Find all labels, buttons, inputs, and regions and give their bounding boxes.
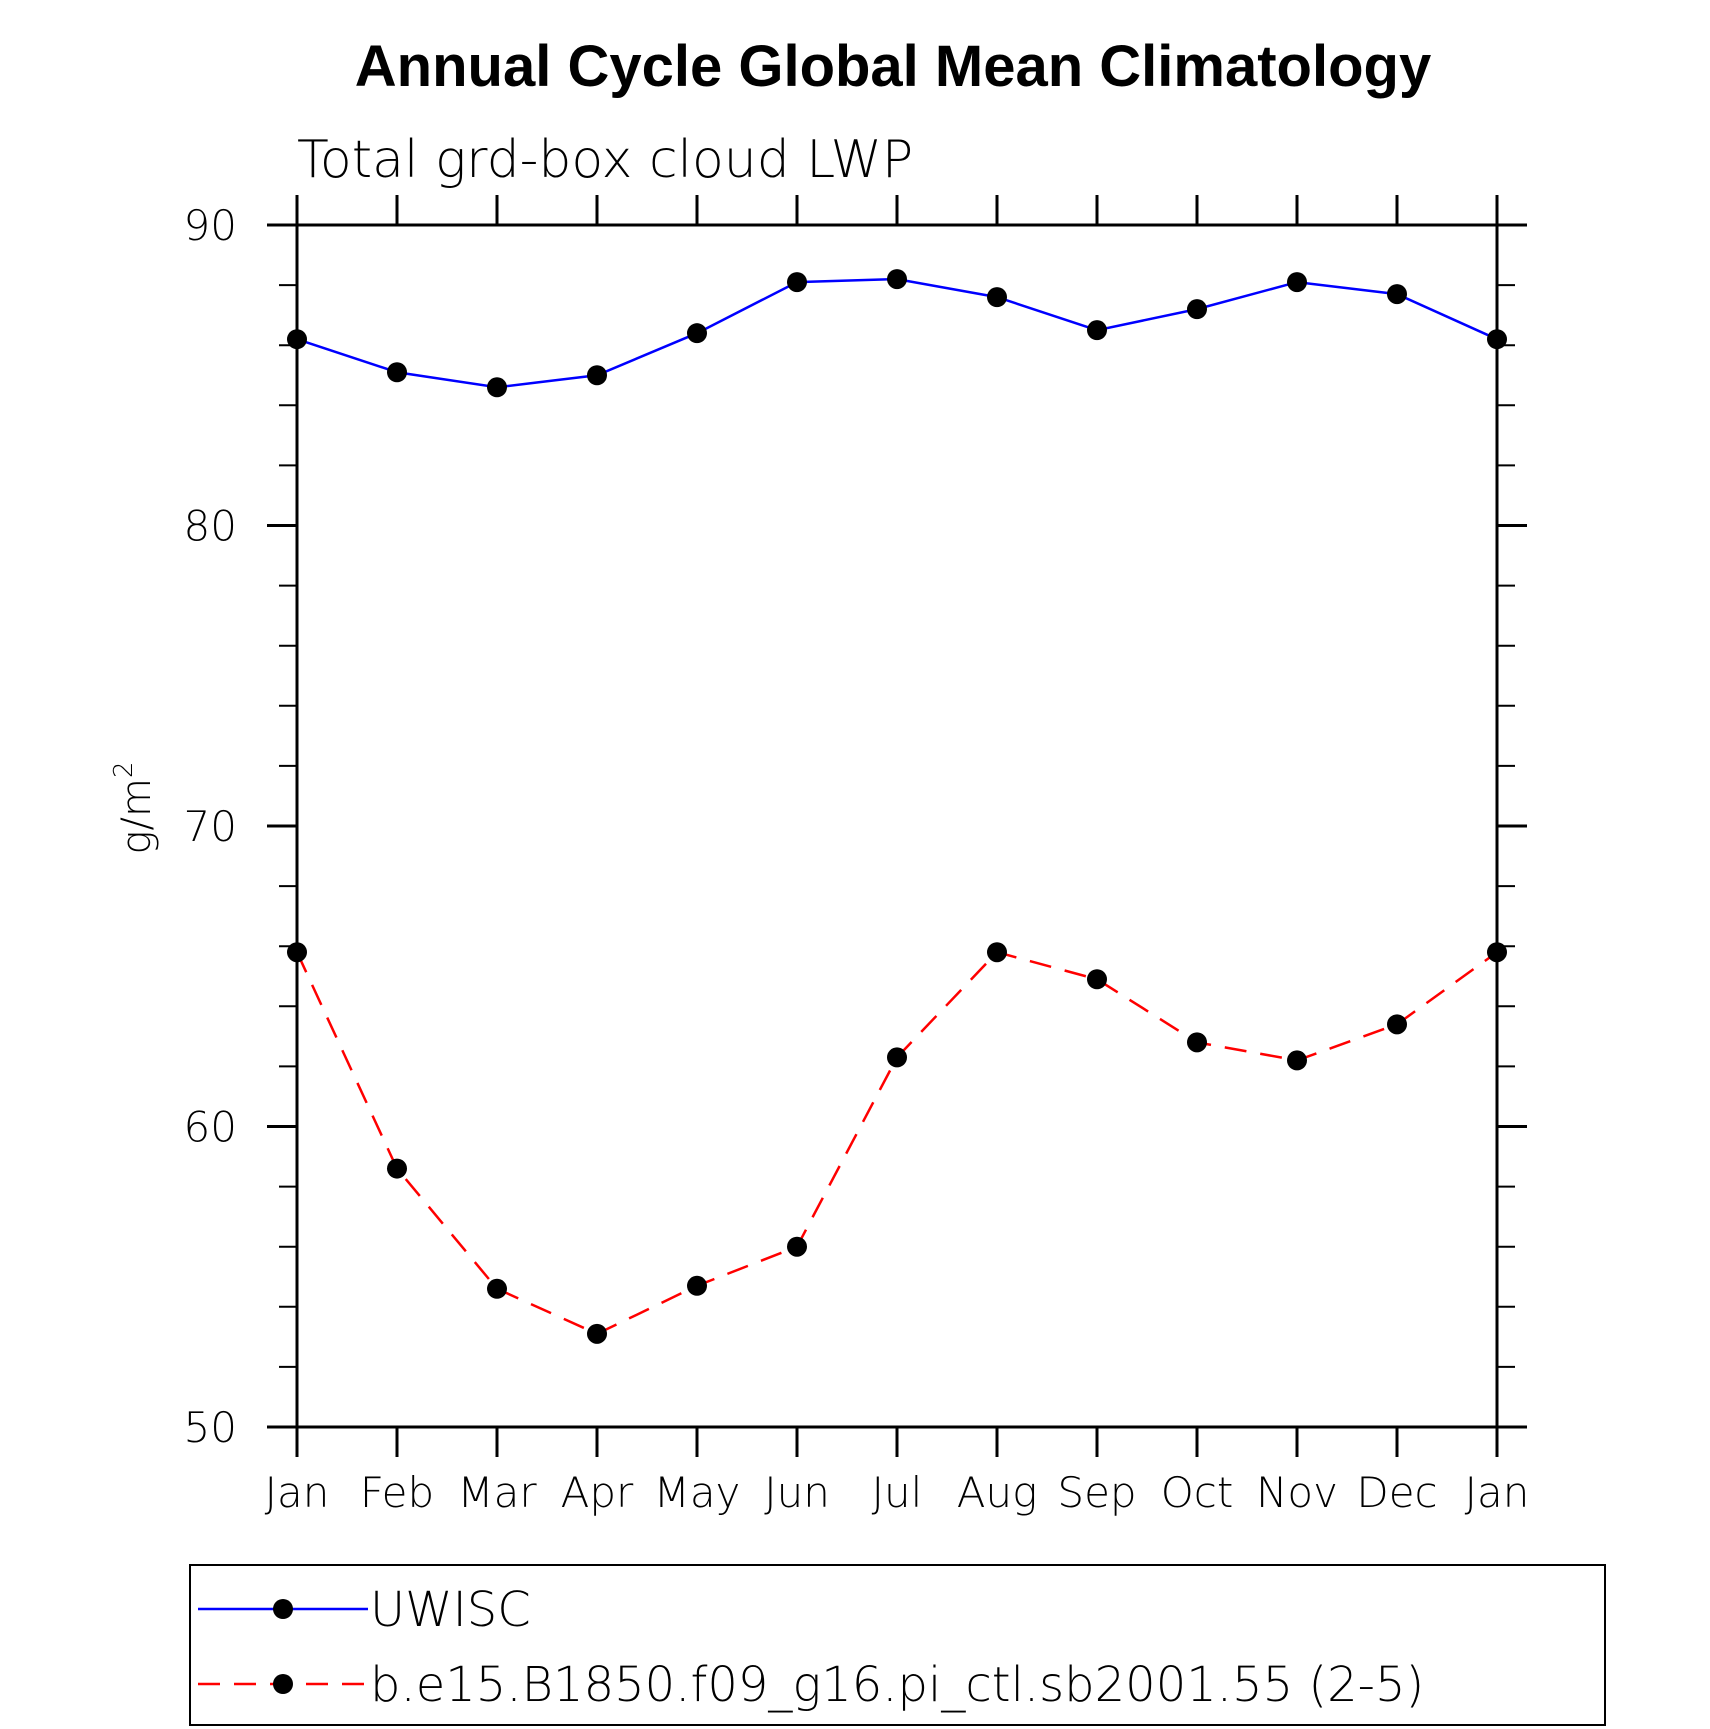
y-tick-label: 50 [184, 1403, 237, 1452]
series-line-1 [296, 277, 1498, 389]
chart-subtitle: Total grd-box cloud LWP [297, 130, 913, 190]
y-tick-label: 80 [184, 502, 237, 551]
series-line-2 [295, 950, 1498, 1336]
series-1-point [1287, 272, 1307, 293]
plot-frame [295, 223, 1499, 1429]
axes: Jan Feb Mar Apr May Jun Jul Aug Sep Oct Nov Dec Jan 5… [184, 195, 1530, 1517]
series-2-point [987, 942, 1007, 963]
y-tick-label: 60 [184, 1103, 237, 1152]
x-tick-label: Sep [1057, 1468, 1136, 1517]
series-layer [287, 269, 1507, 1344]
series-1-point [987, 287, 1007, 308]
series-1-point [587, 365, 607, 386]
series-2-point [1087, 969, 1107, 990]
series-2-point [887, 1047, 907, 1068]
series-1-point [887, 269, 907, 290]
x-tick-label: Apr [561, 1468, 634, 1517]
y-tick-label: 70 [184, 802, 237, 851]
x-tick-label: Jun [764, 1468, 830, 1517]
series-2-point [687, 1275, 707, 1296]
series-1-point [487, 377, 507, 398]
series-1-point [387, 362, 407, 383]
legend-label-2: b.e15.B1850.f09_g16.pi_ctl.sb2001.55 (2-… [370, 1657, 1424, 1713]
series-2-point [1287, 1050, 1307, 1071]
x-tick-label: Mar [457, 1468, 537, 1517]
series-2-point [1387, 1014, 1407, 1035]
series-2-point [1487, 942, 1507, 963]
series-2-point [487, 1278, 507, 1299]
chart-title: Annual Cycle Global Mean Climatology [355, 34, 1431, 99]
series-2-point [787, 1236, 807, 1257]
y-axis-label-text: g/m [114, 778, 160, 854]
series-2-point [587, 1323, 607, 1344]
series-1-point [1387, 284, 1407, 305]
x-tick-label: Dec [1356, 1468, 1437, 1517]
series-1-point [287, 329, 307, 350]
x-tick-label: Feb [360, 1468, 434, 1517]
x-tick-label: Oct [1161, 1468, 1234, 1517]
series-2-point [387, 1158, 407, 1179]
x-tick-label: Jul [872, 1468, 923, 1517]
legend-marker-2 [273, 1674, 293, 1694]
svg-text:g/m2: g/m2 [109, 762, 160, 855]
x-tick-label: Jan [265, 1468, 330, 1517]
x-tick-label: May [654, 1468, 741, 1517]
legend-box [189, 1564, 1606, 1726]
x-tick-label: Aug [957, 1468, 1038, 1517]
series-1-point [1087, 320, 1107, 341]
series-2-point [287, 942, 307, 963]
y-axis-label: g/m2 [109, 762, 160, 855]
x-tick-label: Jan [1465, 1468, 1530, 1517]
series-1-point [787, 272, 807, 293]
series-1-point [687, 323, 707, 344]
y-axis-label-superscript: 2 [109, 762, 139, 779]
legend-marker-1 [273, 1599, 293, 1619]
series-1-point [1487, 329, 1507, 350]
series-1-point [1187, 299, 1207, 320]
legend: UWISC b.e15.B1850.f09_g16.pi_ctl.sb2001.5… [189, 1564, 1606, 1726]
x-tick-label: Nov [1256, 1468, 1338, 1517]
series-2-point [1187, 1032, 1207, 1053]
y-tick-label: 90 [184, 201, 237, 250]
legend-label-1: UWISC [370, 1582, 531, 1638]
